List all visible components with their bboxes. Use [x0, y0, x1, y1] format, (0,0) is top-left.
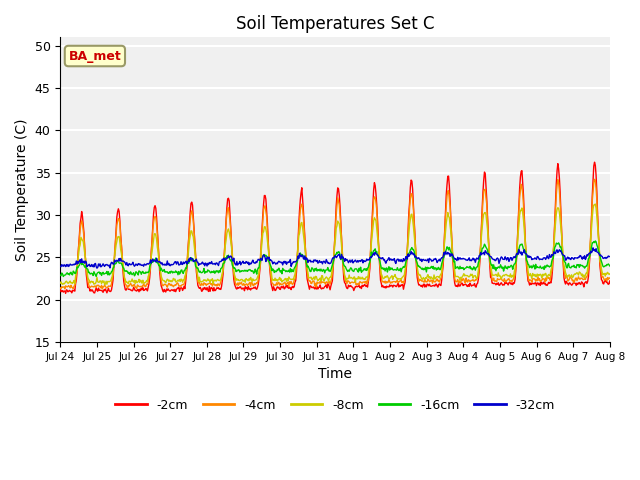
- X-axis label: Time: Time: [318, 367, 352, 381]
- Y-axis label: Soil Temperature (C): Soil Temperature (C): [15, 119, 29, 261]
- Legend: -2cm, -4cm, -8cm, -16cm, -32cm: -2cm, -4cm, -8cm, -16cm, -32cm: [110, 394, 560, 417]
- Title: Soil Temperatures Set C: Soil Temperatures Set C: [236, 15, 435, 33]
- Text: BA_met: BA_met: [68, 49, 121, 62]
